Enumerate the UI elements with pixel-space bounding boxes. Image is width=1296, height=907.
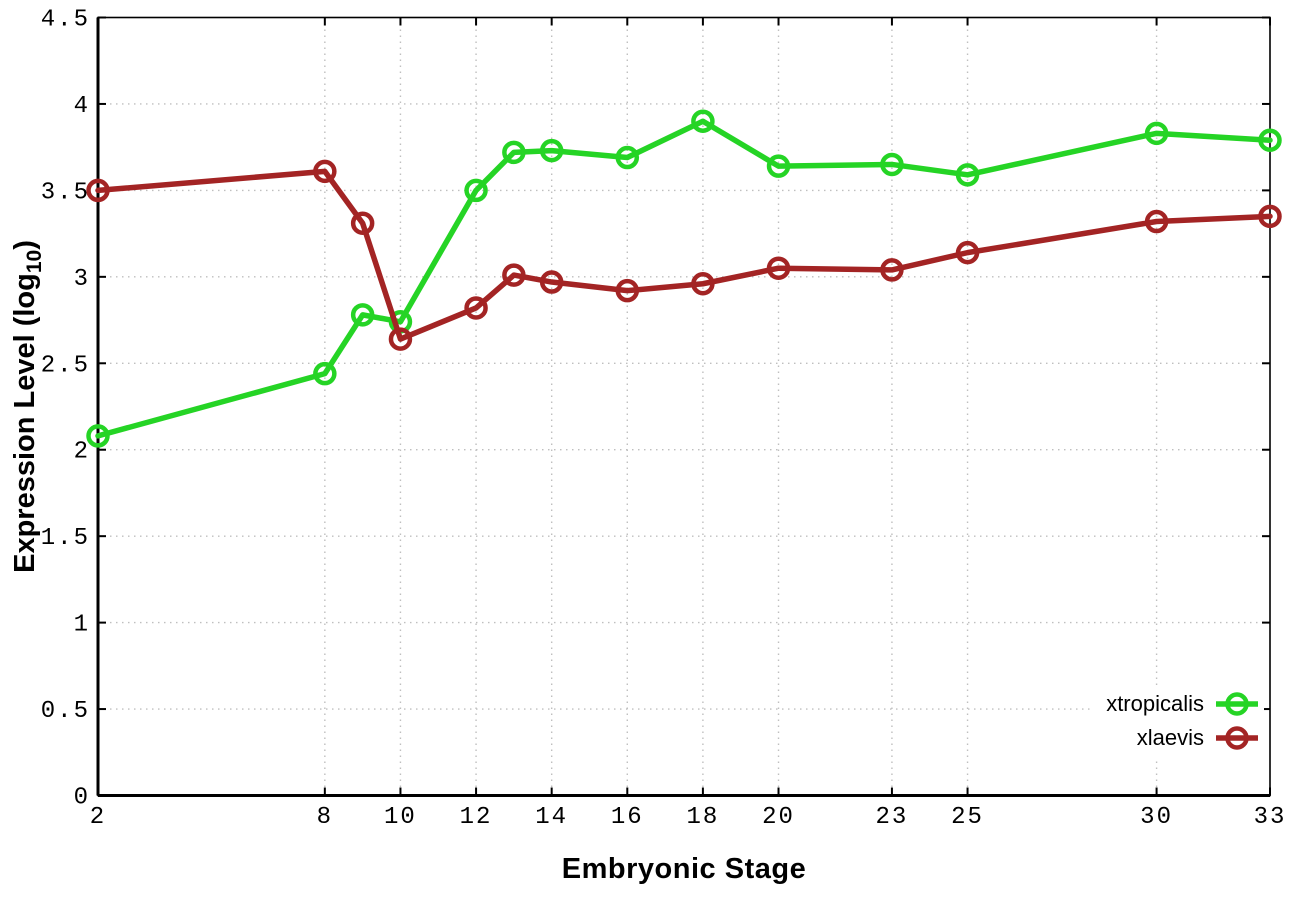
legend-label-xlaevis: xlaevis: [1136, 725, 1204, 750]
x-tick-label: 16: [611, 804, 644, 831]
y-tick-label: 2.5: [41, 352, 90, 379]
x-tick-label: 8: [317, 804, 333, 831]
data-point-xtropicalis: [539, 138, 564, 163]
data-point-xlaevis: [955, 240, 980, 265]
y-tick-label: 0: [74, 785, 90, 812]
x-tick-label: 2: [90, 804, 106, 831]
x-tick-label: 33: [1254, 804, 1287, 831]
data-point-xtropicalis: [691, 109, 715, 133]
data-point-xlaevis: [1144, 209, 1169, 234]
data-point-xtropicalis: [313, 361, 337, 386]
data-point-xlaevis: [313, 159, 337, 184]
x-tick-label: 18: [686, 804, 719, 831]
data-point-xlaevis: [539, 270, 564, 294]
y-tick-label: 1.5: [41, 525, 90, 552]
line-marker-sample-icon: [1216, 726, 1258, 750]
data-point-xtropicalis: [502, 140, 526, 165]
x-axis-title: Embryonic Stage: [561, 853, 807, 885]
data-point-xlaevis: [766, 256, 791, 280]
legend: xtropicalis xlaevis: [1090, 685, 1264, 757]
data-point-xtropicalis: [1144, 121, 1169, 146]
data-point-xlaevis: [464, 296, 488, 320]
x-tick-label: 12: [460, 804, 493, 831]
data-point-xlaevis: [502, 263, 526, 287]
data-point-xlaevis: [350, 211, 375, 235]
data-point-xlaevis: [86, 178, 110, 203]
data-point-xtropicalis: [615, 145, 640, 170]
legend-label-xtropicalis: xtropicalis: [1106, 691, 1204, 716]
data-point-xlaevis: [880, 258, 904, 282]
series-line-xlaevis: [95, 168, 1273, 342]
data-point-xtropicalis: [766, 154, 791, 178]
y-tick-label: 4: [74, 93, 90, 120]
y-tick-label: 3: [74, 266, 90, 293]
data-point-xtropicalis: [880, 152, 904, 177]
plot-border: [97, 16, 1271, 797]
data-point-xlaevis: [1258, 204, 1282, 229]
y-tick-label: 4.5: [41, 7, 90, 34]
y-tick-label: 2: [74, 439, 90, 466]
x-tick-label: 23: [876, 804, 909, 831]
data-point-xtropicalis: [464, 178, 488, 203]
series-line-xtropicalis: [95, 118, 1273, 439]
data-point-xlaevis: [691, 271, 715, 296]
data-point-xtropicalis: [1258, 128, 1282, 153]
y-tick-label: 3.5: [41, 179, 90, 206]
x-tick-label: 30: [1140, 804, 1173, 831]
data-point-xtropicalis: [350, 303, 375, 327]
x-tick-label: 20: [762, 804, 795, 831]
x-tick-label: 10: [384, 804, 417, 831]
x-tick-label: 25: [951, 804, 984, 831]
line-marker-sample-icon: [1216, 692, 1258, 716]
legend-item-xlaevis: xlaevis: [1106, 721, 1260, 755]
data-point-xtropicalis: [955, 163, 980, 187]
y-tick-label: 0.5: [41, 698, 90, 725]
legend-item-xtropicalis: xtropicalis: [1106, 687, 1260, 721]
data-point-xlaevis: [615, 278, 640, 303]
data-point-xtropicalis: [86, 424, 110, 448]
x-tick-label: 14: [535, 804, 568, 831]
y-axis-title: Expression Level (log10): [9, 240, 46, 573]
y-tick-label: 1: [74, 612, 90, 639]
data-point-xlaevis: [388, 327, 413, 351]
